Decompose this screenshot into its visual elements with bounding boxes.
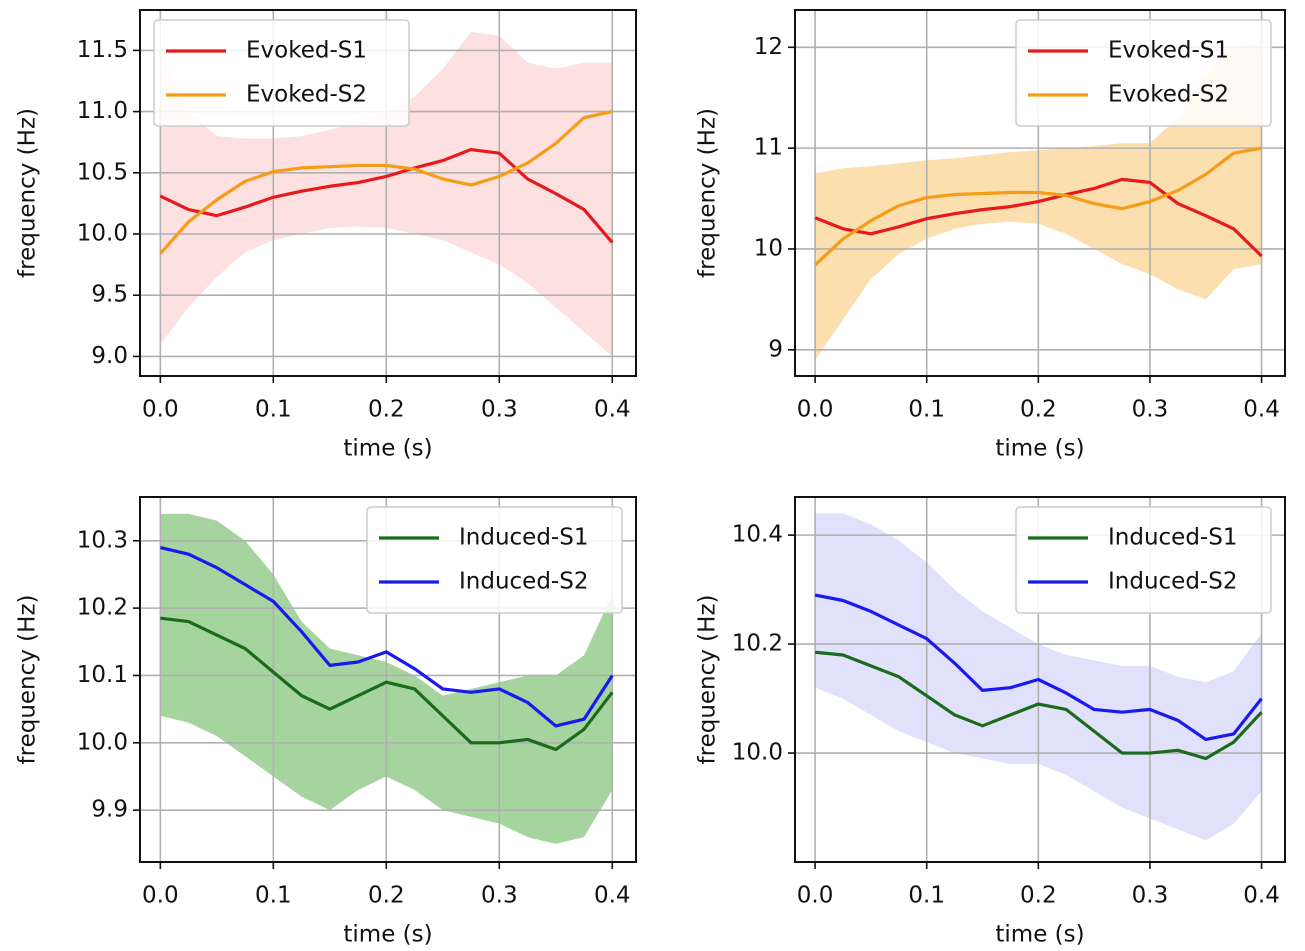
x-tick-label: 0.0 — [797, 397, 834, 423]
legend-label: Evoked-S2 — [246, 82, 367, 108]
series-line — [160, 616, 614, 752]
y-axis-label: frequency (Hz) — [15, 595, 41, 765]
x-tick-label: 0.2 — [1020, 397, 1057, 423]
plot-frame — [794, 496, 1286, 863]
x-tick-label: 0.4 — [1243, 397, 1280, 423]
y-tick-label: 9.9 — [91, 797, 128, 823]
legend-box — [153, 19, 410, 127]
y-tick-label: 10.4 — [732, 522, 783, 548]
legend: Evoked-S1 Evoked-S2 — [1015, 19, 1272, 127]
legend-box — [1015, 19, 1272, 127]
y-tick-label: 9.0 — [91, 343, 128, 369]
x-tick-label: 0.1 — [255, 397, 292, 423]
legend-label: Induced-S2 — [1108, 569, 1237, 595]
y-tick-label: 10.0 — [732, 740, 783, 766]
x-axis-label: time (s) — [995, 922, 1084, 948]
x-tick-label: 0.2 — [368, 883, 405, 909]
y-axis-label: frequency (Hz) — [695, 595, 721, 765]
series-line — [159, 545, 614, 728]
y-tick-label: 10.3 — [77, 527, 128, 553]
series-line — [813, 146, 1262, 267]
legend-label: Evoked-S1 — [1108, 38, 1229, 64]
legend-box — [366, 506, 623, 614]
y-tick-label: 9.5 — [91, 282, 128, 308]
y-tick-label: 11 — [754, 135, 783, 161]
legend: Evoked-S1 Evoked-S2 — [153, 19, 410, 127]
y-tick-label: 10.0 — [77, 729, 128, 755]
legend-label: Evoked-S1 — [246, 38, 367, 64]
x-tick-label: 0.4 — [594, 397, 631, 423]
x-tick-label: 0.3 — [1132, 397, 1169, 423]
x-tick-label: 0.3 — [1132, 883, 1169, 909]
legend: Induced-S1 Induced-S2 — [366, 506, 623, 614]
y-tick-label: 10.0 — [77, 221, 128, 247]
x-tick-label: 0.4 — [594, 883, 631, 909]
x-tick-label: 0.2 — [368, 397, 405, 423]
plot-frame — [139, 9, 637, 377]
x-tick-label: 0.0 — [142, 883, 179, 909]
y-tick-label: 10.1 — [77, 662, 128, 688]
series-line — [814, 650, 1263, 761]
x-tick-label: 0.0 — [142, 397, 179, 423]
x-tick-label: 0.3 — [481, 397, 518, 423]
x-tick-label: 0.2 — [1020, 883, 1057, 909]
plot-frame — [139, 496, 637, 863]
series-line — [159, 110, 613, 255]
legend-label: Induced-S1 — [459, 525, 588, 551]
x-tick-label: 0.4 — [1243, 883, 1280, 909]
series-line — [814, 177, 1263, 258]
x-tick-label: 0.1 — [908, 883, 945, 909]
legend-label: Induced-S2 — [459, 569, 588, 595]
y-tick-label: 9 — [768, 336, 783, 362]
x-tick-label: 0.0 — [797, 883, 834, 909]
x-axis-label: time (s) — [995, 436, 1084, 462]
x-axis-label: time (s) — [343, 436, 432, 462]
y-tick-label: 10.2 — [77, 595, 128, 621]
legend: Induced-S1 Induced-S2 — [1015, 506, 1272, 614]
y-tick-label: 11.0 — [77, 98, 128, 124]
x-tick-label: 0.3 — [481, 883, 518, 909]
x-tick-label: 0.1 — [255, 883, 292, 909]
x-tick-label: 0.1 — [908, 397, 945, 423]
series-line — [159, 147, 614, 244]
y-tick-label: 10.2 — [732, 631, 783, 657]
legend-label: Induced-S1 — [1108, 525, 1237, 551]
legend-box — [1015, 506, 1272, 614]
plot-area — [140, 497, 636, 862]
y-tick-label: 10 — [754, 235, 783, 261]
plot-frame — [794, 9, 1286, 377]
legend-label: Evoked-S2 — [1108, 82, 1229, 108]
series-line — [814, 593, 1263, 742]
x-axis-label: time (s) — [343, 922, 432, 948]
y-tick-label: 10.5 — [77, 159, 128, 185]
y-axis-label: frequency (Hz) — [695, 108, 721, 278]
y-tick-label: 12 — [754, 34, 783, 60]
y-axis-label: frequency (Hz) — [15, 108, 41, 278]
y-tick-label: 11.5 — [77, 37, 128, 63]
